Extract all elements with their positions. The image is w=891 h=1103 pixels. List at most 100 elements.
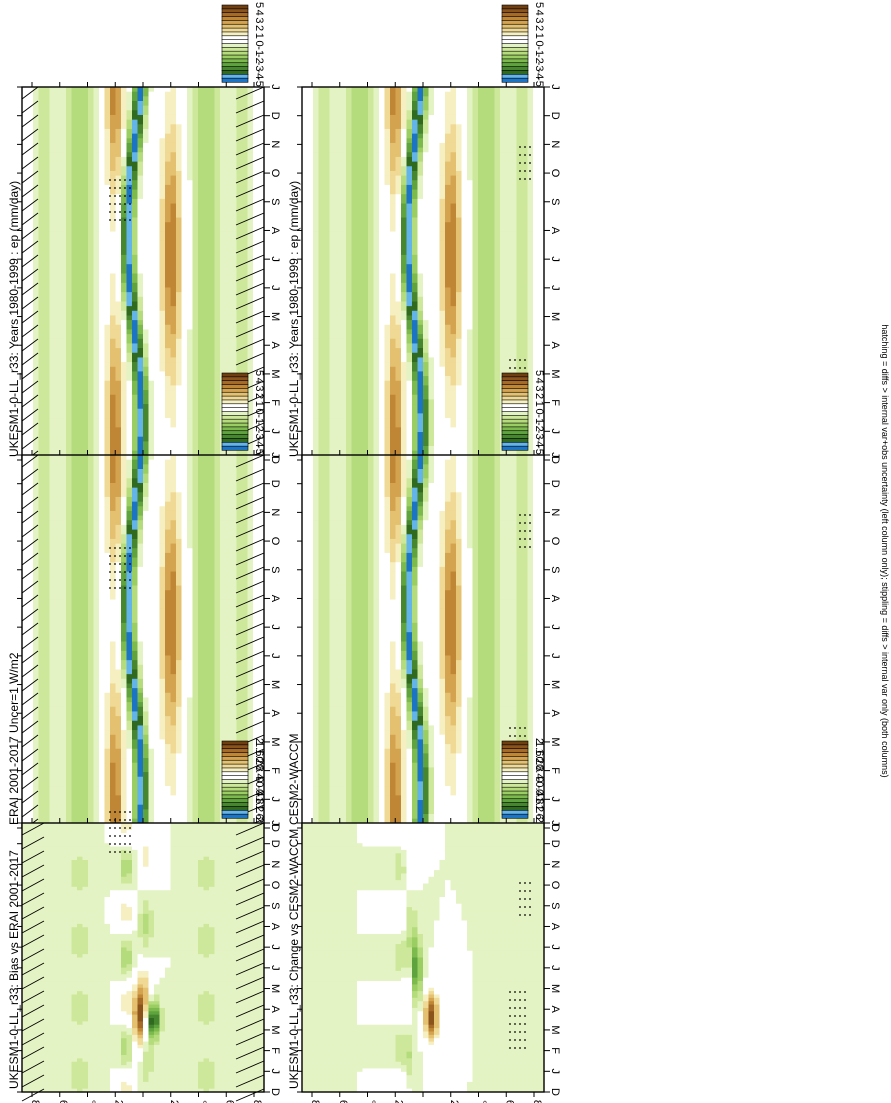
heatmap-cell	[181, 180, 188, 186]
heatmap-cell	[324, 357, 331, 363]
heatmap-cell	[77, 408, 84, 414]
heatmap-cell	[159, 105, 166, 111]
heatmap-cell	[27, 208, 34, 214]
heatmap-cell	[313, 264, 320, 270]
heatmap-cell	[231, 282, 238, 289]
heatmap-cell	[126, 315, 133, 321]
heatmap-cell	[329, 427, 336, 433]
heatmap-cell	[379, 152, 386, 158]
heatmap-cell	[340, 376, 347, 382]
heatmap-cell	[115, 273, 122, 279]
heatmap-cell	[318, 170, 325, 177]
heatmap-cell	[203, 198, 210, 205]
heatmap-cell	[38, 152, 45, 158]
heatmap-cell	[324, 371, 331, 377]
heatmap-cell	[357, 128, 364, 135]
heatmap-cell	[137, 147, 144, 153]
heatmap-cell	[181, 450, 188, 456]
heatmap-cell	[192, 170, 199, 177]
heatmap-cell	[176, 306, 183, 312]
heatmap-cell	[181, 362, 188, 368]
heatmap-cell	[38, 124, 45, 130]
heatmap-cell	[335, 105, 342, 111]
heatmap-cell	[192, 114, 199, 121]
heatmap-cell	[77, 441, 84, 447]
heatmap-cell	[307, 399, 314, 405]
heatmap-cell	[110, 268, 117, 275]
heatmap-cell	[137, 166, 144, 172]
heatmap-cell	[115, 432, 122, 438]
heatmap-cell	[203, 390, 210, 396]
heatmap-cell	[368, 119, 375, 125]
heatmap-cell	[203, 357, 210, 363]
heatmap-cell	[318, 198, 325, 205]
heatmap-cell	[302, 334, 309, 340]
heatmap-cell	[209, 366, 216, 373]
heatmap-cell	[318, 142, 325, 149]
heatmap-cell	[60, 180, 67, 186]
heatmap-cell	[192, 175, 199, 181]
heatmap-cell	[55, 208, 62, 214]
heatmap-cell	[209, 100, 216, 107]
heatmap-cell	[329, 343, 336, 349]
heatmap-cell	[137, 352, 144, 359]
heatmap-cell	[71, 156, 78, 163]
heatmap-cell	[225, 156, 232, 163]
heatmap-cell	[110, 348, 117, 354]
heatmap-cell	[340, 268, 347, 275]
heatmap-cell	[324, 418, 331, 424]
heatmap-cell	[379, 212, 386, 219]
heatmap-cell	[104, 245, 111, 251]
heatmap-cell	[82, 329, 89, 335]
heatmap-cell	[318, 301, 325, 307]
heatmap-cell	[313, 436, 320, 442]
heatmap-cell	[340, 91, 347, 97]
heatmap-cell	[159, 334, 166, 340]
heatmap-cell	[302, 329, 309, 335]
heatmap-cell	[351, 441, 358, 447]
heatmap-cell	[258, 161, 265, 167]
x-tick-label: A	[269, 342, 281, 350]
heatmap-cell	[253, 376, 260, 382]
heatmap-cell	[329, 87, 336, 93]
heatmap-cell	[137, 343, 144, 349]
heatmap-cell	[258, 105, 265, 111]
heatmap-cell	[379, 147, 386, 153]
heatmap-cell	[351, 427, 358, 433]
heatmap-cell	[231, 194, 238, 200]
heatmap-cell	[253, 320, 260, 326]
heatmap-cell	[198, 357, 205, 363]
heatmap-cell	[22, 250, 29, 256]
heatmap-cell	[340, 264, 347, 270]
heatmap-cell	[165, 422, 172, 428]
heatmap-cell	[88, 273, 95, 279]
heatmap-cell	[165, 166, 172, 172]
heatmap-cell	[71, 87, 78, 93]
heatmap-cell	[44, 315, 51, 321]
heatmap-cell	[209, 170, 216, 177]
heatmap-cell	[55, 427, 62, 433]
heatmap-cell	[49, 278, 56, 284]
heatmap-cell	[143, 310, 150, 317]
heatmap-cell	[214, 338, 221, 345]
heatmap-cell	[66, 156, 73, 163]
heatmap-cell	[247, 287, 254, 293]
heatmap-cell	[307, 343, 314, 349]
heatmap-cell	[247, 418, 254, 424]
heatmap-cell	[93, 212, 100, 219]
heatmap-cell	[49, 287, 56, 293]
heatmap-cell	[66, 446, 73, 452]
heatmap-cell	[198, 296, 205, 303]
heatmap-cell	[176, 436, 183, 442]
heatmap-cell	[33, 180, 40, 186]
heatmap-cell	[44, 124, 51, 130]
heatmap-cell	[236, 184, 243, 191]
heatmap-cell	[55, 436, 62, 442]
heatmap-cell	[313, 432, 320, 438]
heatmap-cell	[253, 189, 260, 195]
heatmap-cell	[329, 124, 336, 130]
heatmap-cell	[60, 310, 67, 317]
heatmap-cell	[324, 385, 331, 391]
heatmap-cell	[132, 105, 139, 111]
heatmap-cell	[132, 166, 139, 172]
